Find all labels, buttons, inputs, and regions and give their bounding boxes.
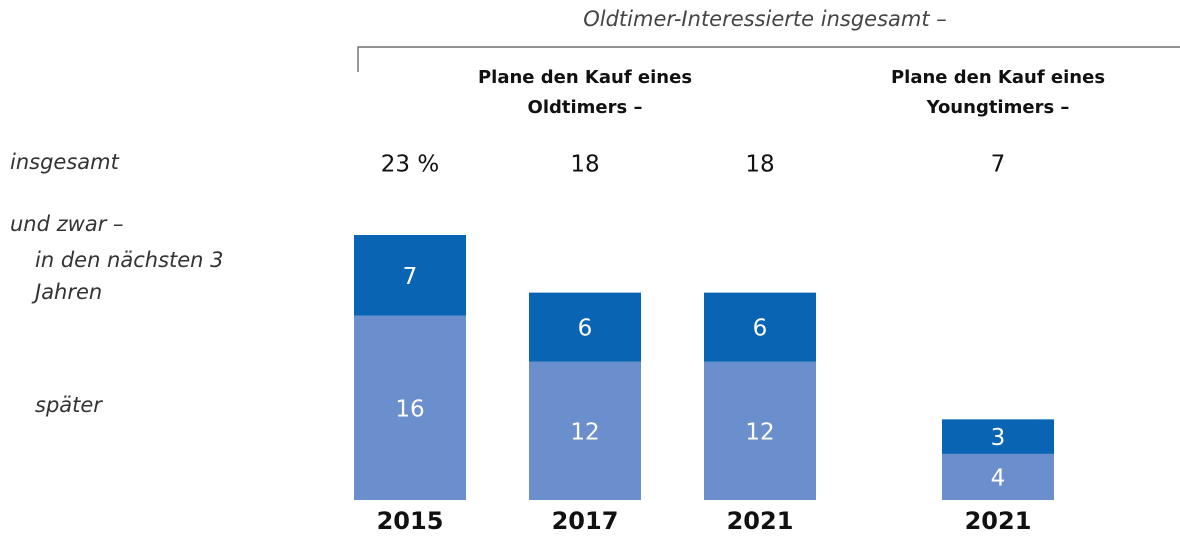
group-label: Plane den Kauf eines Youngtimers – xyxy=(890,67,1106,118)
segment-label: 3 xyxy=(991,425,1006,451)
bar-segment xyxy=(529,292,641,362)
series-label: später xyxy=(35,393,102,417)
segment-label: 12 xyxy=(570,419,599,445)
bar-segment xyxy=(942,453,1054,500)
bar-segment xyxy=(704,292,816,362)
total-label: 18 xyxy=(745,152,774,178)
segment-label: 6 xyxy=(753,316,768,342)
bar-segment xyxy=(529,361,641,500)
x-tick-label: 2017 xyxy=(552,507,619,535)
segment-label: 16 xyxy=(395,396,424,422)
bar-segment xyxy=(704,361,816,500)
row-label: und zwar – xyxy=(10,212,124,236)
x-tick-label: 2021 xyxy=(965,507,1032,535)
x-tick-label: 2015 xyxy=(377,507,444,535)
segment-label: 4 xyxy=(991,465,1006,491)
bracket xyxy=(357,46,1180,72)
group-label: Plane den Kauf eines Oldtimers – xyxy=(477,67,693,118)
total-label: 7 xyxy=(991,152,1006,178)
bar-segment xyxy=(942,419,1054,454)
header: Oldtimer-Interessierte insgesamt – xyxy=(583,7,947,31)
segment-label: 12 xyxy=(745,419,774,445)
bar-segment xyxy=(354,235,466,316)
row-label: insgesamt xyxy=(10,150,119,174)
segment-label: 7 xyxy=(403,264,418,290)
bar-segment xyxy=(354,315,466,500)
total-label: 23 % xyxy=(381,152,439,178)
x-tick-label: 2021 xyxy=(727,507,794,535)
series-label: in den nächsten 3 Jahren xyxy=(35,248,224,304)
total-label: 18 xyxy=(570,152,599,178)
segment-label: 6 xyxy=(578,316,593,342)
